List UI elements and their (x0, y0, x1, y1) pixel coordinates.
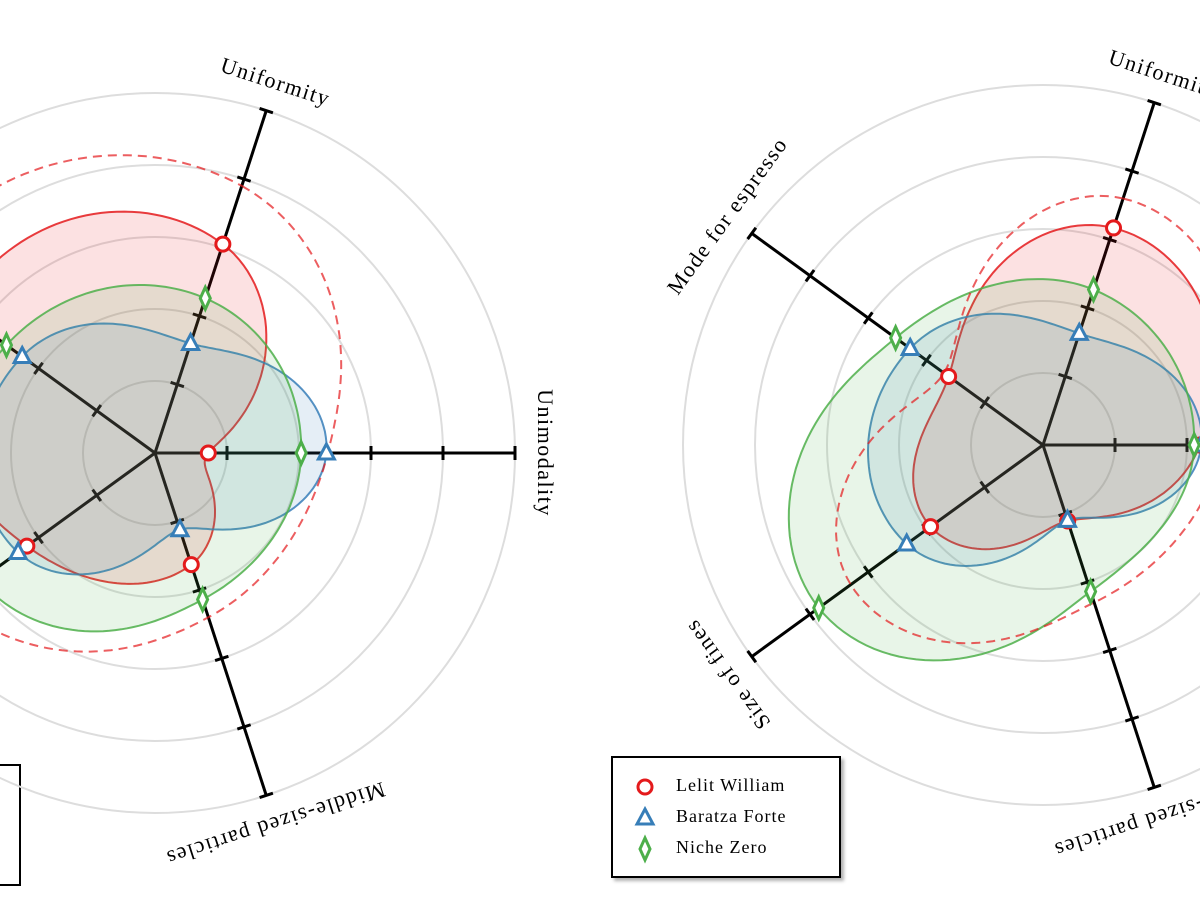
marker-triangle (1056, 508, 1078, 528)
marker-diamond (198, 283, 212, 313)
marker-triangle (180, 331, 202, 351)
tick-mark (91, 488, 103, 502)
legend-box-partial (0, 764, 21, 886)
tick-mark (236, 723, 252, 731)
axis-spoke (153, 452, 268, 796)
axis-spoke (1041, 102, 1156, 446)
tick-mark (979, 396, 991, 410)
marker-circle (922, 518, 940, 536)
tick-mark (1124, 167, 1140, 175)
marker-diamond (812, 593, 826, 623)
marker-diamond (1086, 274, 1101, 305)
marker-diamond (0, 330, 14, 360)
series-layer (787, 194, 1200, 662)
marker-triangle (1068, 321, 1090, 341)
tick-mark (170, 517, 185, 526)
axis-spoke (1041, 444, 1156, 788)
marker-triangle (896, 531, 918, 552)
marker-triangle (11, 344, 33, 365)
tick-mark (33, 531, 44, 545)
axis-label: Unimodality (533, 389, 558, 517)
tick-mark (1102, 235, 1117, 244)
series-area (787, 278, 1196, 662)
tick-mark (804, 269, 816, 283)
marker-circle (636, 778, 654, 796)
marker-diamond (195, 584, 210, 615)
tick-mark (91, 404, 103, 418)
marker-diamond (294, 438, 308, 468)
series-area (0, 210, 268, 585)
marker-triangle (169, 517, 191, 538)
axis-spoke (153, 110, 268, 454)
legend-label: Lelit William (676, 775, 785, 795)
tick-mark (921, 353, 932, 367)
tick-mark (1080, 304, 1095, 312)
marker-circle (1105, 219, 1123, 237)
tick-mark (1147, 783, 1162, 791)
reference-curve (835, 194, 1200, 645)
tick-mark (33, 361, 44, 375)
legend: Lelit William Baratza Forte Niche Zero (611, 756, 841, 878)
tick-mark (259, 791, 274, 799)
marker-triangle (7, 540, 29, 560)
marker-circle (182, 556, 200, 574)
marker-diamond (1187, 430, 1200, 460)
axis-label: Size of fines (679, 615, 775, 734)
legend-label: Baratza Forte (676, 806, 786, 826)
marker-diamond (1083, 576, 1098, 607)
grid-circle (682, 84, 1200, 806)
tick-mark (1124, 715, 1140, 723)
tick-mark (862, 311, 874, 325)
marker-circle (199, 444, 217, 462)
tick-mark (192, 312, 207, 320)
grid-circle (826, 228, 1200, 662)
tick-mark (746, 226, 758, 240)
marker-circle (940, 367, 958, 385)
tick-mark (746, 650, 758, 664)
reference-curve (0, 154, 343, 653)
tick-mark (236, 175, 252, 183)
marker-circle (214, 235, 232, 253)
marker-triangle (315, 440, 337, 461)
tick-mark (259, 107, 274, 115)
tick-mark (979, 480, 991, 494)
marker-diamond (888, 323, 903, 353)
tick-mark (1147, 99, 1162, 107)
grid-circle (754, 156, 1200, 734)
marker-triangle (899, 336, 921, 357)
marker-diamond (638, 834, 652, 864)
axis-label: Uniformity (1106, 44, 1200, 103)
series-area (912, 223, 1200, 551)
axis-label: Middle-sized particles (1051, 769, 1200, 864)
tick-mark (862, 565, 874, 579)
marker-triangle (634, 805, 656, 826)
tick-mark (170, 380, 185, 389)
tick-mark (804, 607, 816, 621)
tick-mark (214, 654, 229, 663)
tick-mark (1058, 372, 1073, 381)
tick-mark (1102, 646, 1117, 655)
series-area (0, 322, 328, 576)
legend-label: Niche Zero (676, 837, 767, 857)
series-layer (0, 154, 343, 653)
series-area (0, 284, 303, 633)
